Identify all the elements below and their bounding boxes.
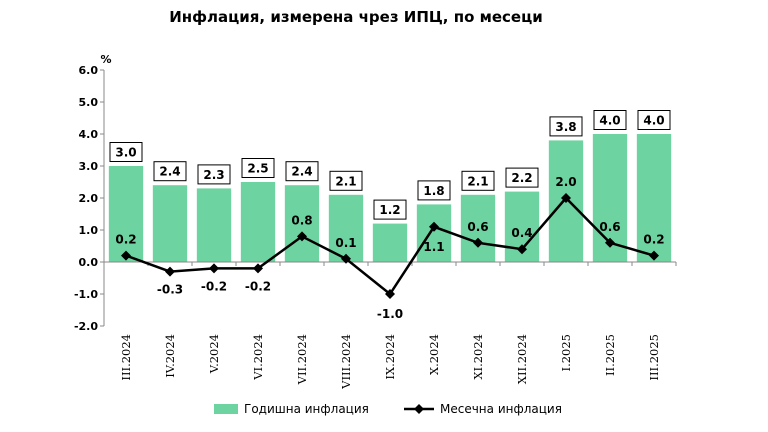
- bar-annual-inflation: [196, 188, 232, 262]
- line-value-label: -1.0: [377, 307, 403, 321]
- bar-value-label: 2.5: [247, 162, 268, 176]
- bar-value-box: [505, 167, 539, 188]
- bar-annual-inflation: [416, 204, 452, 262]
- x-category-label: IX.2024: [383, 334, 397, 380]
- y-tick-label: 0.0: [79, 256, 99, 269]
- bar-value-box: [241, 158, 275, 178]
- y-tick-label: -1.0: [74, 288, 98, 301]
- bar-value-label: 1.8: [423, 184, 444, 198]
- line-point-marker: [649, 250, 659, 261]
- x-category-label: IV.2024: [163, 334, 177, 378]
- bar-value-box: [109, 142, 143, 162]
- bar-annual-inflation: [636, 134, 672, 262]
- line-point-marker: [253, 263, 263, 274]
- bar-value-box: [637, 110, 671, 130]
- y-tick-label: -2.0: [74, 320, 98, 333]
- x-category-label: I.2025: [559, 334, 573, 371]
- x-category-label: III.2025: [647, 334, 661, 381]
- legend-swatch-monthly-marker: [414, 404, 424, 414]
- line-point-marker: [517, 244, 527, 255]
- bar-value-label: 2.2: [511, 171, 532, 185]
- bar-annual-inflation: [108, 166, 144, 262]
- line-value-label: 2.0: [555, 175, 576, 189]
- y-tick-label: 1.0: [79, 224, 99, 237]
- bar-value-box: [593, 110, 627, 130]
- line-point-marker: [297, 231, 307, 242]
- bar-annual-inflation: [328, 194, 364, 262]
- bar-value-label: 4.0: [599, 114, 620, 128]
- bar-value-box: [373, 199, 407, 220]
- bar-value-label: 2.1: [467, 174, 488, 188]
- line-point-marker: [473, 237, 483, 248]
- line-point-marker: [341, 253, 351, 264]
- y-tick-label: 2.0: [79, 192, 99, 205]
- bar-value-box: [549, 116, 583, 137]
- line-value-label: -0.3: [157, 283, 183, 297]
- bar-value-box: [417, 180, 451, 201]
- x-category-label: XII.2024: [515, 334, 529, 384]
- bar-value-box: [461, 170, 495, 191]
- x-category-label: II.2025: [603, 334, 617, 376]
- chart-title: Инфлация, измерена чрез ИПЦ, по месеци: [169, 8, 543, 26]
- line-point-marker: [121, 250, 131, 261]
- x-category-label: VIII.2024: [339, 334, 353, 390]
- bar-annual-inflation: [284, 185, 320, 262]
- bar-value-box: [197, 164, 231, 185]
- line-value-label: 0.2: [115, 233, 136, 247]
- bar-annual-inflation: [460, 194, 496, 262]
- line-value-label: 0.6: [467, 220, 488, 234]
- x-category-label: X.2024: [427, 334, 441, 375]
- line-value-label: 1.1: [423, 240, 444, 254]
- legend-label-annual: Годишна инфлация: [244, 402, 369, 416]
- x-category-label: VI.2024: [251, 334, 265, 381]
- y-tick-label: 6.0: [79, 64, 99, 77]
- line-value-label: 0.1: [335, 236, 356, 250]
- y-tick-label: 3.0: [79, 160, 99, 173]
- legend-swatch-annual: [214, 404, 238, 414]
- line-point-marker: [209, 263, 219, 274]
- legend-label-monthly: Месечна инфлация: [440, 402, 562, 416]
- line-value-label: 0.6: [599, 220, 620, 234]
- x-category-label: V.2024: [207, 334, 221, 374]
- bar-annual-inflation: [152, 185, 188, 262]
- line-value-label: -0.2: [201, 279, 227, 293]
- bar-value-label: 2.4: [159, 165, 180, 179]
- bar-value-label: 3.0: [115, 146, 136, 160]
- line-value-label: -0.2: [245, 279, 271, 293]
- line-value-label: 0.4: [511, 226, 532, 240]
- bar-value-box: [329, 170, 363, 191]
- y-tick-label: 5.0: [79, 96, 99, 109]
- bar-annual-inflation: [240, 182, 276, 262]
- x-category-label: VII.2024: [295, 334, 309, 385]
- bar-value-label: 2.3: [203, 168, 224, 182]
- line-value-label: 0.8: [291, 213, 312, 227]
- y-axis-unit-label: %: [100, 53, 111, 66]
- line-point-marker: [561, 193, 571, 203]
- bar-value-label: 1.2: [379, 203, 400, 217]
- bar-value-label: 4.0: [643, 114, 664, 128]
- bar-value-box: [285, 161, 319, 182]
- x-category-label: XI.2024: [471, 334, 485, 380]
- line-value-label: 0.2: [643, 233, 664, 247]
- bar-annual-inflation: [372, 223, 408, 262]
- bar-value-box: [153, 161, 187, 182]
- line-point-marker: [429, 221, 439, 232]
- line-point-marker: [385, 289, 395, 299]
- bar-value-label: 3.8: [555, 120, 576, 134]
- x-category-label: III.2024: [119, 334, 133, 381]
- bar-value-label: 2.1: [335, 174, 356, 188]
- y-tick-label: 4.0: [79, 128, 99, 141]
- line-point-marker: [605, 237, 615, 248]
- line-point-marker: [165, 266, 175, 277]
- bar-value-label: 2.4: [291, 165, 312, 179]
